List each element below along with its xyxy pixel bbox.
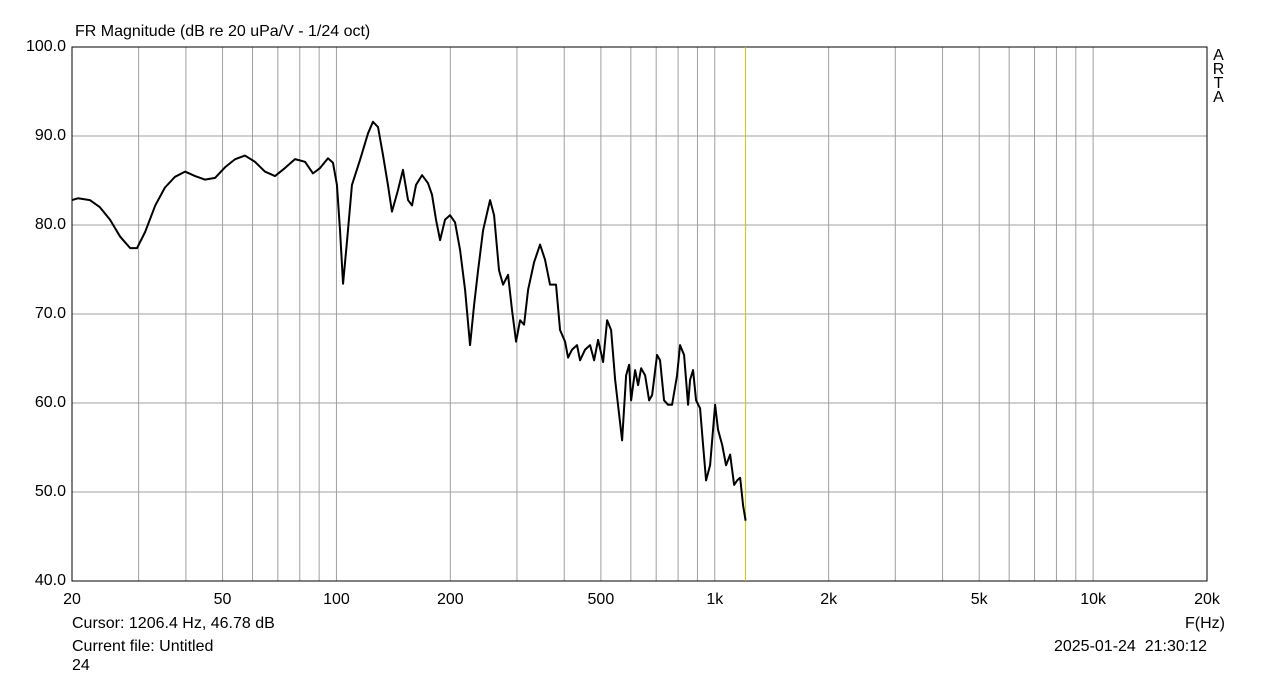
x-axis-label: F(Hz) xyxy=(1185,615,1225,632)
response-line xyxy=(71,120,747,521)
y-tick-label: 40.0 xyxy=(35,572,66,589)
brand: ARTA xyxy=(1210,47,1227,103)
cursor-readout: Cursor: 1206.4 Hz, 46.78 dB xyxy=(72,615,275,632)
x-tick-label: 200 xyxy=(437,591,464,608)
y-tick-label: 60.0 xyxy=(35,394,66,411)
x-tick-label: 100 xyxy=(323,591,350,608)
timestamp: 2025-01-24 21:30:12 xyxy=(1054,638,1207,655)
x-tick-label: 5k xyxy=(971,591,989,608)
y-tick-label: 100.0 xyxy=(26,38,66,55)
x-tick-label: 1k xyxy=(706,591,724,608)
chart-title: FR Magnitude (dB re 20 uPa/V - 1/24 oct) xyxy=(75,23,370,40)
plot-frame xyxy=(71,46,1208,582)
y-tick-label: 70.0 xyxy=(35,305,66,322)
y-tick-label: 80.0 xyxy=(35,216,66,233)
y-tick-label: 50.0 xyxy=(35,483,66,500)
x-tick-label: 2k xyxy=(820,591,838,608)
x-tick-label: 50 xyxy=(214,591,232,608)
file-label: Current file: Untitled xyxy=(72,638,213,655)
x-tick-label: 20k xyxy=(1194,591,1221,608)
file-note: 24 xyxy=(72,657,90,674)
x-tick-label: 500 xyxy=(588,591,615,608)
x-tick-label: 10k xyxy=(1080,591,1107,608)
y-tick-label: 90.0 xyxy=(35,127,66,144)
x-tick-label: 20 xyxy=(63,591,81,608)
